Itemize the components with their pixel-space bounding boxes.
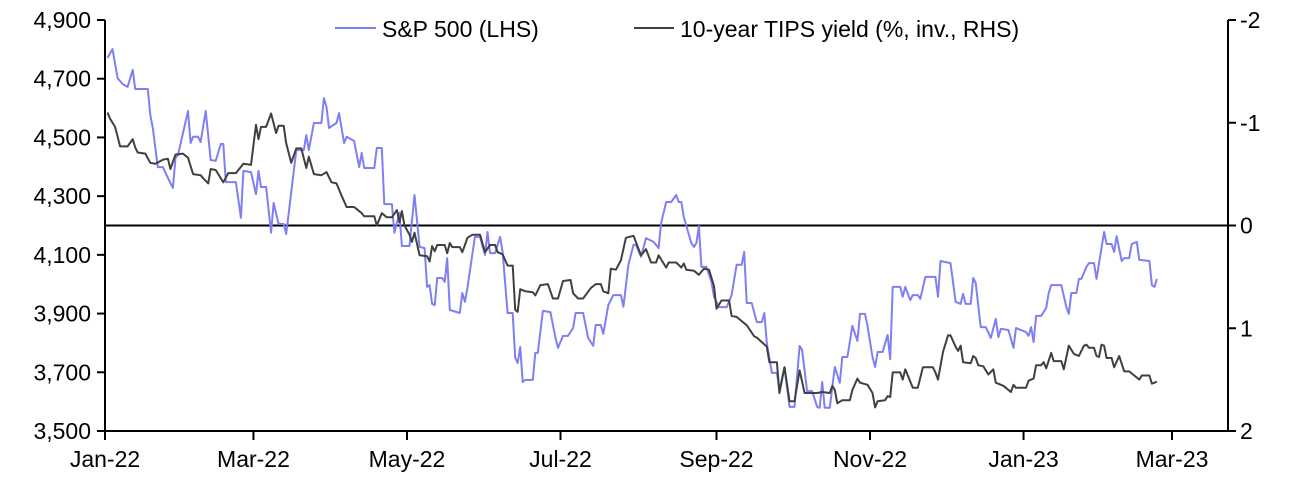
x-axis-tick-label: Jan-22 (70, 446, 140, 472)
left-axis-tick-label: 3,500 (33, 418, 91, 444)
legend: S&P 500 (LHS) 10-year TIPS yield (%, inv… (335, 16, 1019, 42)
right-axis-tick-label: 0 (1240, 213, 1253, 239)
x-axis-tick-label: Nov-22 (833, 446, 907, 472)
left-axis-tick-label: 4,100 (33, 242, 91, 268)
right-axis-tick-label: -1 (1240, 110, 1260, 136)
x-axis-tick-label: Jan-23 (988, 446, 1058, 472)
x-axis-tick-label: Mar-23 (1136, 446, 1209, 472)
left-axis-tick-label: 4,300 (33, 183, 91, 209)
x-axis-tick-label: Sep-22 (679, 446, 753, 472)
axes: 3,500 3,700 3,900 4,100 4,300 4,500 4,700 4,900… (33, 7, 1260, 472)
series-line-sp500 (106, 48, 1158, 409)
x-axis-tick-label: Mar-22 (217, 446, 290, 472)
left-axis-tick-label: 3,700 (33, 359, 91, 385)
right-axis-tick-label: 2 (1240, 418, 1253, 444)
left-axis-tick-label: 4,500 (33, 124, 91, 150)
left-axis-tick-label: 3,900 (33, 301, 91, 327)
legend-label-tips: 10-year TIPS yield (%, inv., RHS) (680, 16, 1019, 42)
series-line-tips-yield (106, 112, 1158, 409)
left-axis-tick-label: 4,900 (33, 7, 91, 33)
right-axis-tick-label: -2 (1240, 7, 1260, 33)
legend-label-sp500: S&P 500 (LHS) (382, 16, 539, 42)
right-axis-tick-label: 1 (1240, 315, 1253, 341)
x-axis-tick-label: Jul-22 (529, 446, 592, 472)
x-axis-tick-label: May-22 (369, 446, 446, 472)
series-lines (106, 48, 1158, 409)
left-axis-tick-label: 4,700 (33, 66, 91, 92)
